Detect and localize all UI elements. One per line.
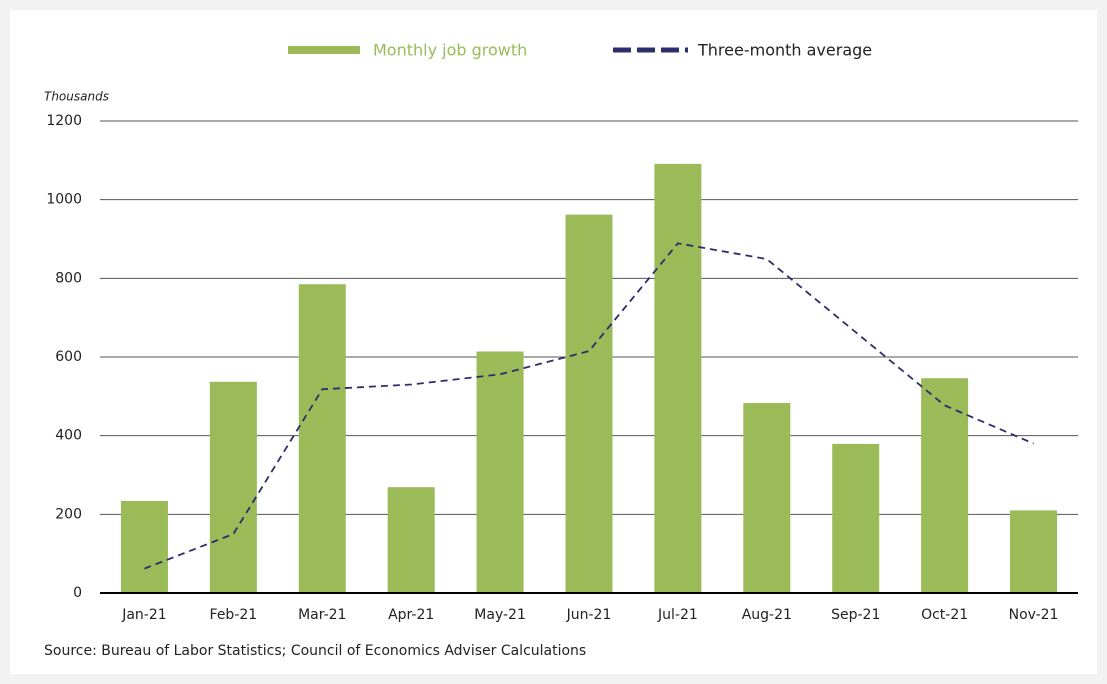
x-tick-label: Jun-21 [566, 607, 612, 623]
y-axis-label: Thousands [44, 90, 109, 104]
x-tick-label: Jan-21 [121, 607, 166, 623]
y-tick-label: 400 [55, 428, 82, 444]
x-tick-label: Apr-21 [388, 607, 434, 623]
y-tick-label: 1000 [46, 192, 82, 208]
x-tick-label: Jul-21 [657, 607, 698, 623]
bar [832, 443, 880, 593]
bar [476, 351, 524, 593]
legend-label: Monthly job growth [373, 41, 527, 60]
y-tick-label: 1200 [46, 113, 82, 129]
bar [298, 284, 346, 593]
x-tick-label: Nov-21 [1009, 607, 1059, 623]
x-tick-label: Mar-21 [298, 607, 346, 623]
bar [921, 378, 969, 593]
line [144, 242, 1034, 570]
x-tick-label: Oct-21 [921, 607, 968, 623]
legend-swatch [288, 46, 360, 54]
bar [654, 163, 702, 593]
y-tick-label: 800 [55, 270, 82, 286]
x-tick-label: May-21 [474, 607, 526, 623]
y-tick-label: 200 [55, 506, 82, 522]
bar [120, 500, 168, 593]
source-note: Source: Bureau of Labor Statistics; Coun… [44, 643, 586, 659]
x-tick-label: Aug-21 [742, 607, 792, 623]
bar [209, 381, 257, 593]
bar [565, 214, 613, 593]
bar [387, 487, 435, 593]
bar [743, 403, 791, 593]
legend-label: Three-month average [697, 41, 872, 60]
y-tick-label: 0 [73, 585, 82, 601]
y-tick-label: 600 [55, 349, 82, 365]
bar [1010, 510, 1058, 593]
x-tick-label: Feb-21 [210, 607, 258, 623]
x-tick-label: Sep-21 [831, 607, 880, 623]
